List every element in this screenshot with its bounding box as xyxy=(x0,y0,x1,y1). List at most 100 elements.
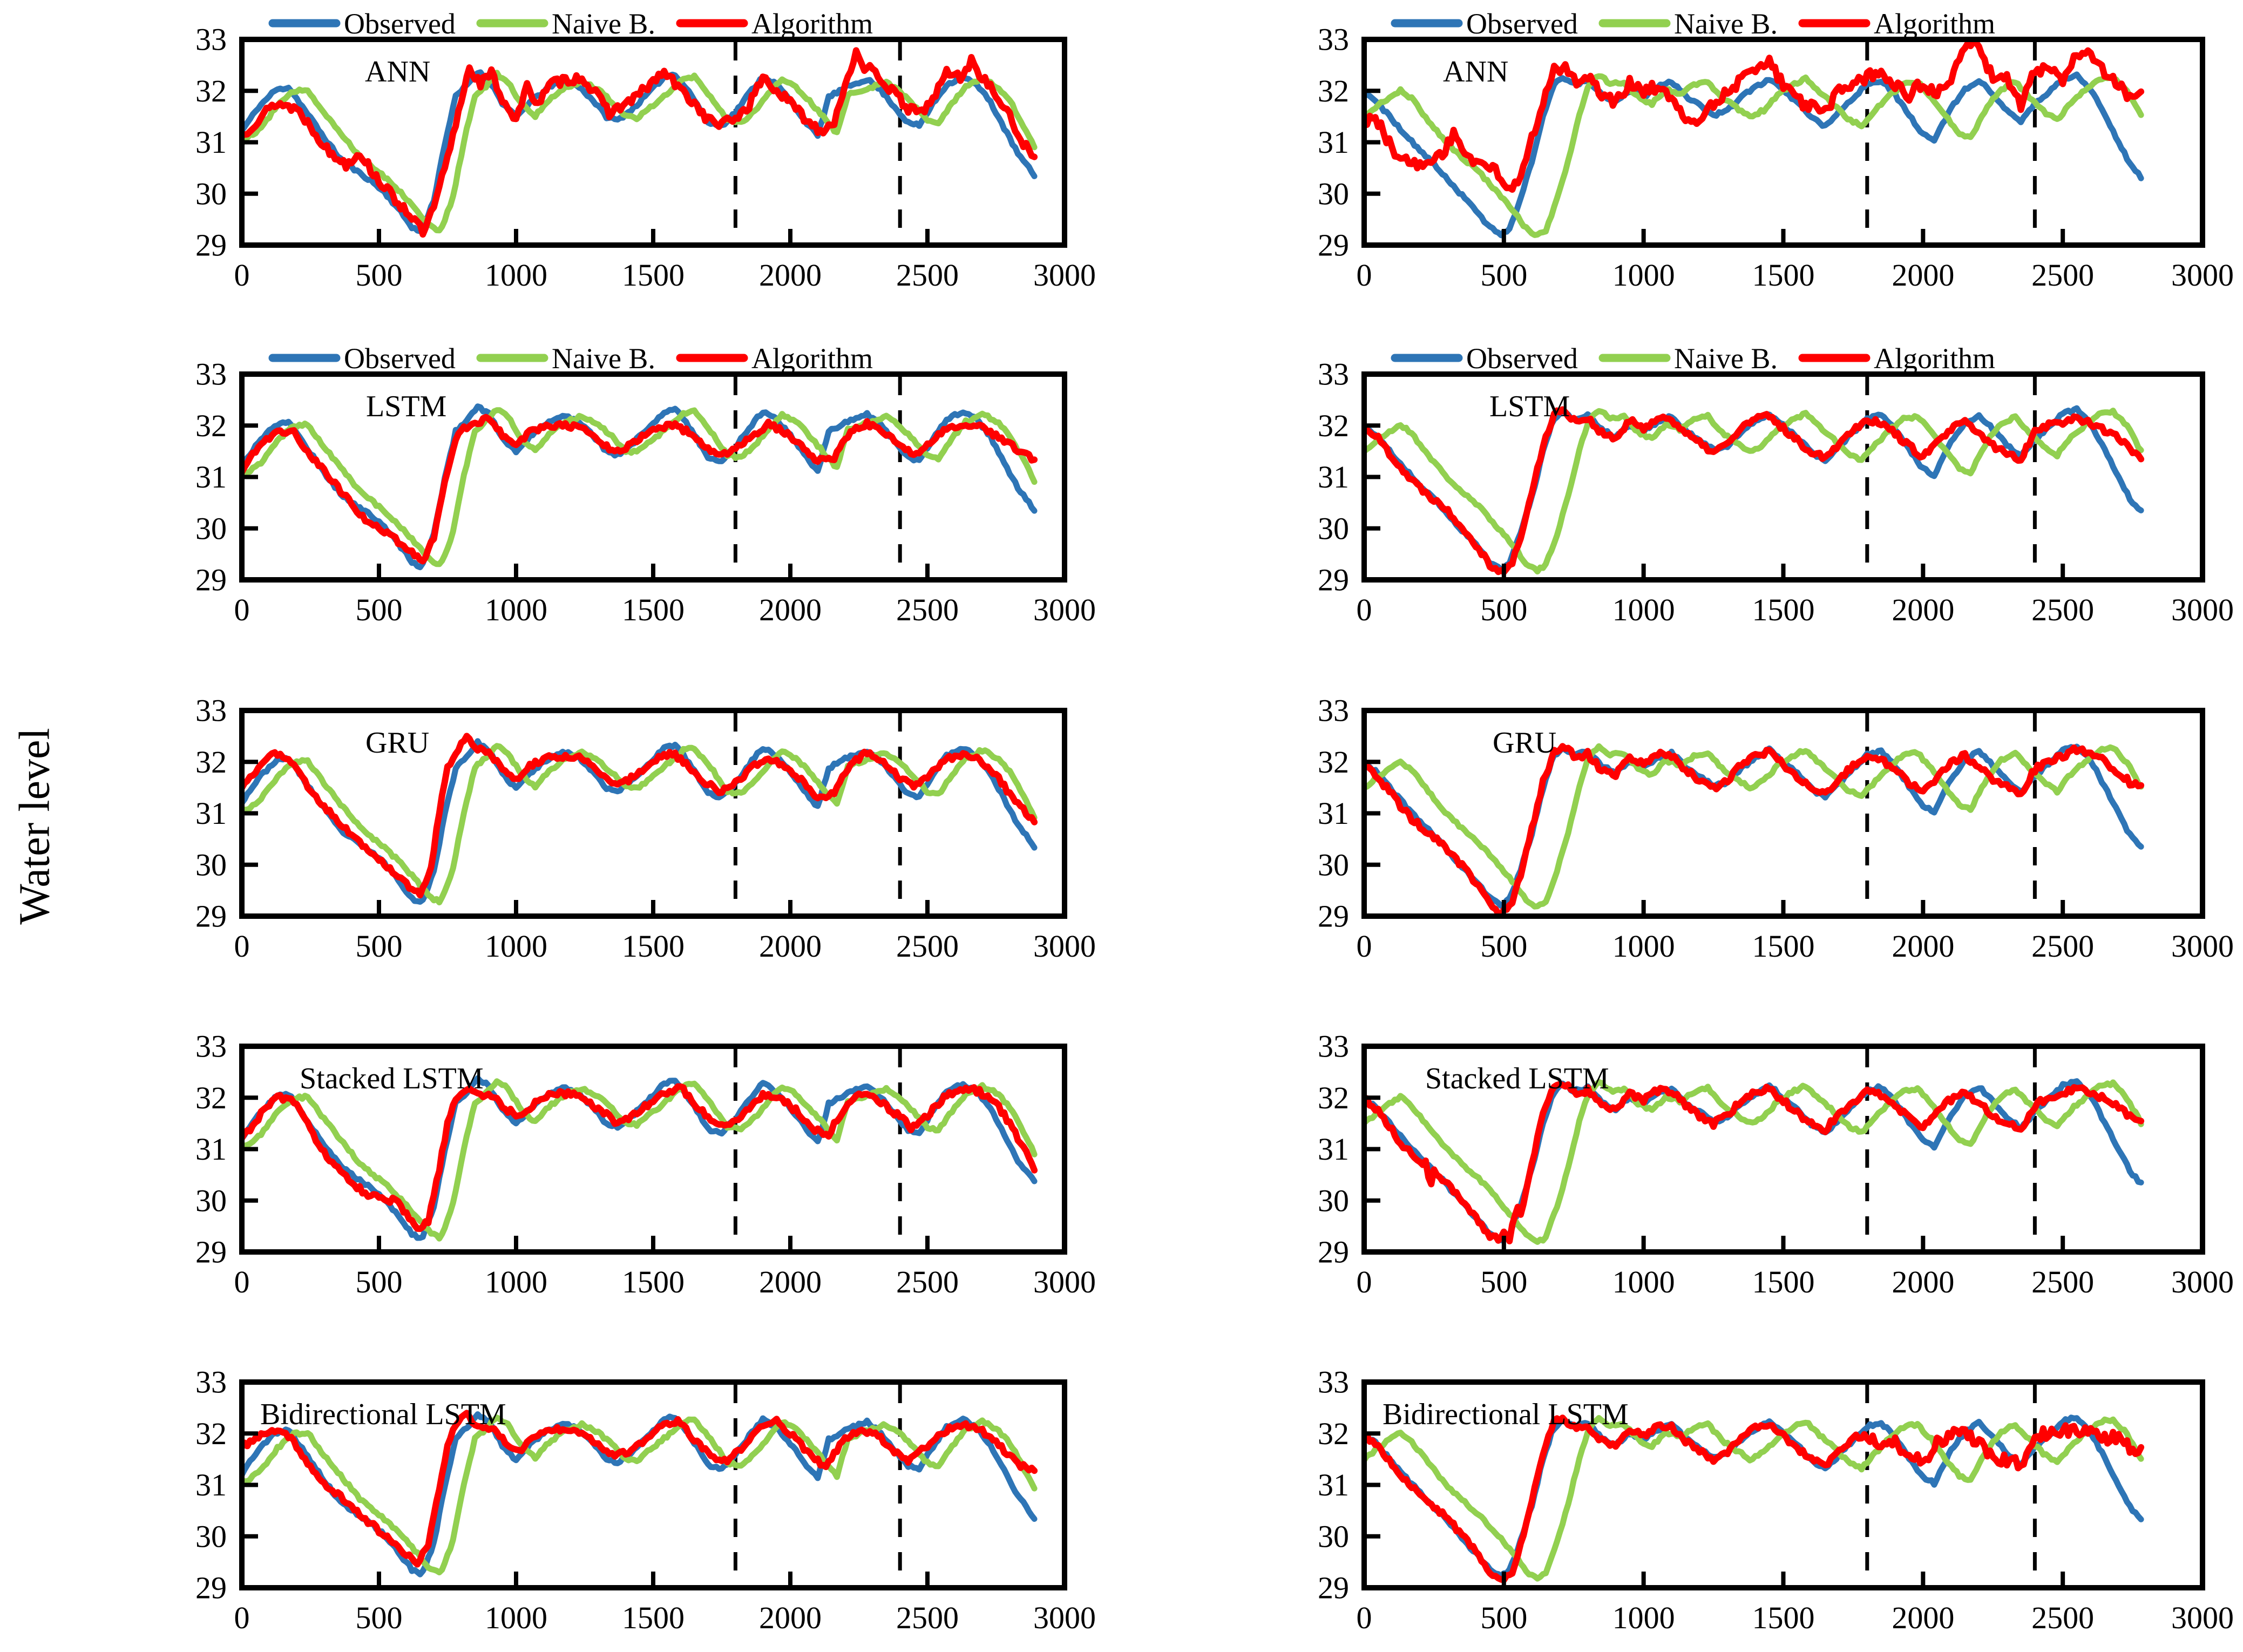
y-tick-label: 29 xyxy=(1318,899,1349,934)
x-tick-label: 500 xyxy=(1480,929,1527,964)
panel-bidirectional-lstm-left: 29 30 31 32 33 0 500 1000 1500 2000 2500 3000 Bidire… xyxy=(195,1365,1096,1636)
x-tick-label: 500 xyxy=(356,1264,403,1299)
y-tick-label: 32 xyxy=(1318,73,1349,109)
x-tick-label: 1000 xyxy=(485,929,547,964)
legend-naive-label: Naive B. xyxy=(1674,8,1778,40)
x-tick-label: 1000 xyxy=(1612,1264,1675,1299)
x-tick-label: 2500 xyxy=(2031,1264,2094,1299)
y-tick-label: 31 xyxy=(195,796,227,831)
x-tick-label: 1000 xyxy=(485,592,547,627)
x-tick-label: 2000 xyxy=(1892,592,1954,627)
y-tick-label: 32 xyxy=(1318,1080,1349,1115)
y-tick-label: 30 xyxy=(195,847,227,882)
x-tick-label: 2000 xyxy=(759,1264,822,1299)
x-tick-label: 3000 xyxy=(1033,258,1096,293)
legend-algorithm-label: Algorithm xyxy=(751,8,873,40)
y-tick-label: 31 xyxy=(195,1132,227,1167)
x-tick-label: 0 xyxy=(234,592,250,627)
series-algorithm-line xyxy=(1367,406,2145,576)
x-tick-label: 1500 xyxy=(622,258,685,293)
plot-frame xyxy=(1361,37,2205,248)
x-tick-label: 2500 xyxy=(2031,258,2094,293)
x-tick-label: 0 xyxy=(1357,258,1372,293)
y-tick-label: 33 xyxy=(1318,693,1349,728)
panel-ann-left: 29 30 31 32 33 0 500 1000 1500 2000 2500 3000 ANN Obs… xyxy=(195,8,1096,293)
y-tick-label: 29 xyxy=(195,563,227,598)
y-tick-label: 31 xyxy=(1318,1467,1349,1502)
y-tick-label: 33 xyxy=(195,1029,227,1064)
series-naive-line xyxy=(1367,743,2144,910)
series-observed-line xyxy=(245,403,1038,571)
series-naive-line xyxy=(1367,408,2144,575)
panel-title: GRU xyxy=(1493,726,1556,760)
x-tick-label: 1500 xyxy=(1752,592,1815,627)
x-tick-label: 2000 xyxy=(1892,258,1954,293)
x-tick-label: 500 xyxy=(1480,258,1527,293)
x-tick-label: 3000 xyxy=(2171,929,2234,964)
x-tick-label: 0 xyxy=(1357,1600,1372,1635)
x-tick-label: 500 xyxy=(1480,592,1527,627)
x-tick-label: 1500 xyxy=(1752,258,1815,293)
x-tick-label: 3000 xyxy=(1033,1264,1096,1299)
panel-title: GRU xyxy=(365,726,429,760)
legend-naive-label: Naive B. xyxy=(552,342,655,375)
panel-title: Bidirectional LSTM xyxy=(1383,1398,1629,1431)
plot-frame xyxy=(239,1379,1067,1590)
y-tick-label: 32 xyxy=(1318,744,1349,780)
legend-observed-label: Observed xyxy=(344,342,456,375)
y-tick-label: 30 xyxy=(195,1183,227,1218)
series-observed-line xyxy=(245,1411,1038,1577)
panel-title: LSTM xyxy=(1489,390,1570,423)
legend-algorithm-label: Algorithm xyxy=(751,342,873,375)
x-tick-label: 1000 xyxy=(1612,929,1675,964)
series-group xyxy=(1367,42,2145,239)
y-tick-label: 30 xyxy=(1318,176,1349,211)
panel-title: LSTM xyxy=(366,390,446,423)
x-tick-label: 500 xyxy=(356,592,403,627)
y-tick-label: 30 xyxy=(1318,511,1349,546)
legend-naive-label: Naive B. xyxy=(552,8,655,40)
series-algorithm-line xyxy=(245,1083,1038,1233)
y-tick-label: 31 xyxy=(195,459,227,495)
x-tick-label: 2500 xyxy=(896,1264,959,1299)
y-tick-label: 29 xyxy=(1318,563,1349,598)
x-tick-label: 0 xyxy=(1357,929,1372,964)
series-algorithm-line xyxy=(1367,42,2145,193)
y-tick-label: 29 xyxy=(195,1235,227,1270)
x-tick-label: 3000 xyxy=(2171,1600,2234,1635)
plot-frame xyxy=(1361,1379,2205,1590)
series-group xyxy=(245,733,1038,905)
y-tick-label: 33 xyxy=(195,22,227,57)
series-group xyxy=(1367,1078,2145,1245)
y-tick-label: 30 xyxy=(1318,1519,1349,1554)
y-tick-label: 31 xyxy=(1318,1132,1349,1167)
legend-observed-label: Observed xyxy=(344,8,456,40)
series-naive-line xyxy=(245,1414,1038,1575)
y-tick-label: 33 xyxy=(1318,1365,1349,1400)
x-tick-label: 3000 xyxy=(2171,592,2234,627)
legend: Observed Naive B. Algorithm xyxy=(268,8,873,40)
x-tick-label: 1500 xyxy=(1752,1600,1815,1635)
panel-stacked-lstm-right: 29 30 31 32 33 0 500 1000 1500 2000 2500 3000 Stacke… xyxy=(1318,1029,2234,1300)
y-tick-label: 33 xyxy=(1318,22,1349,57)
x-tick-label: 1000 xyxy=(485,258,547,293)
y-tick-label: 29 xyxy=(1318,1570,1349,1606)
y-tick-label: 31 xyxy=(195,125,227,160)
x-tick-label: 1500 xyxy=(622,592,685,627)
y-tick-label: 29 xyxy=(195,899,227,934)
panel-lstm-right: 29 30 31 32 33 0 500 1000 1500 2000 2500 3000 LSTM Ob… xyxy=(1318,342,2234,627)
x-tick-label: 2000 xyxy=(759,1600,822,1635)
x-tick-label: 3000 xyxy=(2171,258,2234,293)
x-tick-label: 3000 xyxy=(1033,592,1096,627)
panel-gru-left: 29 30 31 32 33 0 500 1000 1500 2000 2500 3000 GRU xyxy=(195,693,1096,964)
series-group xyxy=(245,1410,1038,1577)
y-tick-label: 31 xyxy=(1318,796,1349,831)
x-tick-label: 2000 xyxy=(759,258,822,293)
y-tick-label: 29 xyxy=(195,228,227,263)
series-group xyxy=(1367,405,2145,576)
x-tick-label: 3000 xyxy=(1033,929,1096,964)
plot-frame xyxy=(239,37,1067,248)
x-tick-label: 0 xyxy=(234,258,250,293)
series-observed-line xyxy=(1367,405,2144,573)
series-naive-line xyxy=(245,407,1038,567)
